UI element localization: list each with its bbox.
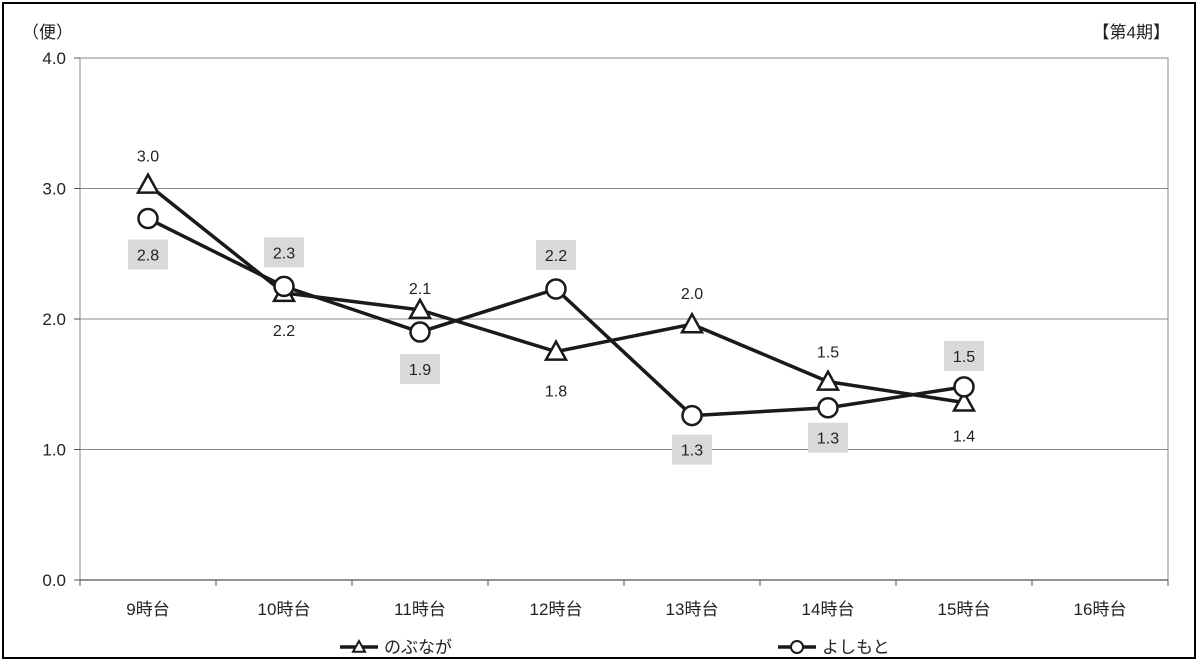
legend-label: よしもと bbox=[822, 638, 890, 657]
y-tick-label: 3.0 bbox=[42, 180, 66, 199]
y-tick-label: 4.0 bbox=[42, 49, 66, 68]
circle-marker bbox=[273, 275, 295, 298]
x-tick-label: 9時台 bbox=[126, 600, 169, 619]
data-label: 1.9 bbox=[409, 362, 431, 379]
data-label-bg bbox=[536, 239, 576, 270]
legend-label: のぶなが bbox=[384, 638, 452, 657]
triangle-marker bbox=[543, 339, 569, 361]
x-axis-ticks: 9時台 10時台 11時台 12時台 13時台 14時台 15時台 16時台 bbox=[79, 580, 1169, 619]
data-label: 2.0 bbox=[681, 286, 703, 303]
data-label: 1.5 bbox=[817, 345, 839, 362]
data-label-bg bbox=[808, 422, 848, 453]
x-tick-label: 15時台 bbox=[938, 600, 991, 619]
data-label: 2.3 bbox=[273, 245, 295, 262]
legend-item-2: よしもと bbox=[778, 638, 890, 657]
y-tick-label: 2.0 bbox=[42, 310, 66, 329]
y-axis-ticks: 0.0 1.0 2.0 3.0 4.0 bbox=[42, 49, 80, 590]
data-label-bg bbox=[128, 239, 168, 270]
data-label: 2.8 bbox=[137, 248, 159, 265]
legend: のぶなが よしもと bbox=[340, 638, 890, 657]
y-tick-label: 0.0 bbox=[42, 571, 66, 590]
x-tick-label: 12時台 bbox=[530, 600, 583, 619]
data-label: 1.4 bbox=[953, 429, 975, 446]
data-label: 1.8 bbox=[545, 384, 567, 401]
data-label-bg bbox=[400, 354, 440, 385]
x-tick-label: 13時台 bbox=[666, 600, 719, 619]
data-label: 2.1 bbox=[409, 281, 431, 298]
circle-marker bbox=[953, 376, 975, 398]
data-label: 1.5 bbox=[953, 349, 975, 366]
x-tick-label: 16時台 bbox=[1074, 600, 1127, 619]
y-unit-label: （便） bbox=[22, 23, 73, 42]
x-tick-label: 14時台 bbox=[802, 600, 855, 619]
series-group: 3.0 2.2 2.1 1.8 2.0 1.5 1.4 2.8 2.3 1.9 2.2 1.3 1.3 1… bbox=[128, 149, 984, 465]
triangle-marker bbox=[815, 369, 841, 391]
circle-marker bbox=[409, 321, 431, 343]
x-tick-label: 11時台 bbox=[394, 600, 446, 619]
circle-marker bbox=[545, 278, 567, 300]
triangle-marker bbox=[135, 172, 161, 194]
legend-triangle-icon bbox=[351, 638, 367, 653]
data-label-bg bbox=[944, 340, 984, 371]
data-label: 3.0 bbox=[137, 149, 159, 166]
legend-circle-icon bbox=[790, 640, 804, 654]
x-tick-label: 10時台 bbox=[258, 600, 311, 619]
data-label: 1.3 bbox=[681, 443, 703, 460]
data-label: 2.2 bbox=[545, 248, 567, 265]
data-label: 2.2 bbox=[273, 323, 295, 340]
legend-item-1: のぶなが bbox=[340, 638, 452, 657]
triangle-marker bbox=[951, 389, 977, 412]
data-label-bg bbox=[264, 237, 304, 268]
triangle-marker bbox=[407, 297, 433, 320]
data-label-bg bbox=[672, 434, 712, 465]
circle-marker bbox=[817, 396, 839, 419]
circle-marker bbox=[681, 404, 703, 427]
triangle-marker bbox=[679, 311, 705, 334]
period-label: 【第4期】 bbox=[1093, 23, 1170, 42]
grid bbox=[79, 57, 1169, 581]
series-2: 2.8 2.3 1.9 2.2 1.3 1.3 1.5 bbox=[128, 207, 984, 465]
circle-marker bbox=[137, 207, 159, 230]
y-tick-label: 1.0 bbox=[42, 441, 66, 460]
data-label: 1.3 bbox=[817, 431, 839, 448]
